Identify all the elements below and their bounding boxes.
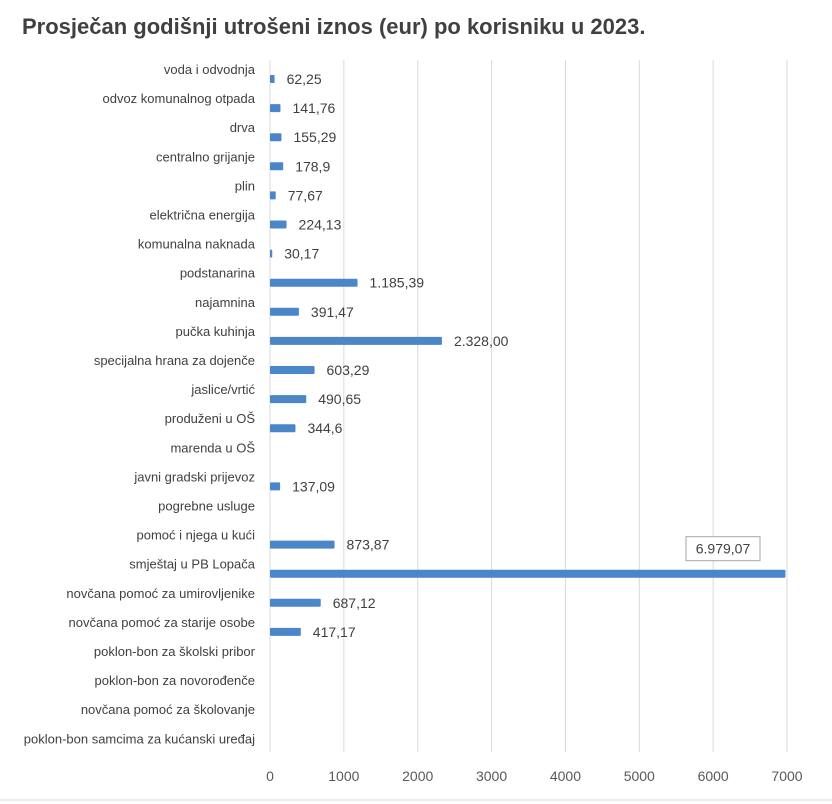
- bar: [270, 627, 301, 636]
- category-label: najamnina: [195, 295, 256, 310]
- category-label: pomoć i njega u kući: [136, 528, 255, 543]
- category-label: drva: [230, 120, 256, 135]
- bar: [270, 540, 335, 549]
- x-tick-label: 6000: [698, 768, 729, 784]
- bar: [270, 220, 287, 229]
- data-label: 155,29: [293, 129, 336, 145]
- bar: [270, 191, 276, 200]
- x-tick-label: 7000: [771, 768, 802, 784]
- data-label: 1.185,39: [370, 275, 425, 291]
- data-label: 873,87: [347, 537, 390, 553]
- category-label: jaslice/vrtić: [190, 382, 255, 397]
- category-label: javni gradski prijevoz: [133, 469, 255, 484]
- category-label: specijalna hrana za dojenče: [94, 353, 255, 368]
- bar: [270, 424, 296, 433]
- data-label: 141,76: [292, 100, 335, 116]
- category-label: novčana pomoć za umirovljenike: [66, 586, 255, 601]
- x-tick-label: 1000: [328, 768, 359, 784]
- bar: [270, 598, 321, 607]
- category-label: pučka kuhinja: [176, 324, 256, 339]
- data-label: 137,09: [292, 478, 335, 494]
- data-label: 6.979,07: [696, 541, 751, 557]
- category-label: novčana pomoć za starije osobe: [69, 615, 255, 630]
- data-label: 77,67: [288, 187, 323, 203]
- category-label: podstanarina: [180, 266, 256, 281]
- category-label: produženi u OŠ: [165, 411, 256, 426]
- bar: [270, 336, 442, 345]
- bar: [270, 482, 281, 491]
- category-label: voda i odvodnja: [164, 62, 256, 77]
- category-label: centralno grijanje: [156, 149, 255, 164]
- data-label: 417,17: [313, 624, 356, 640]
- bar: [270, 75, 275, 83]
- bar: [270, 366, 315, 374]
- bar: [270, 307, 299, 316]
- bar: [270, 278, 358, 287]
- category-label: plin: [235, 178, 255, 193]
- bar: [270, 162, 284, 171]
- data-label: 687,12: [333, 595, 376, 611]
- category-label: smještaj u PB Lopača: [129, 557, 256, 572]
- category-label: poklon-bon samcima za kućanski uređaj: [24, 731, 255, 746]
- bar: [270, 249, 273, 258]
- category-label: komunalna naknada: [138, 237, 256, 252]
- x-tick-label: 5000: [624, 768, 655, 784]
- data-label: 224,13: [299, 217, 342, 233]
- category-label: marenda u OŠ: [170, 440, 255, 455]
- bar: [270, 395, 307, 404]
- data-label: 2.328,00: [454, 333, 509, 349]
- category-label: novčana pomoć za školovanje: [81, 702, 255, 717]
- x-tick-label: 3000: [476, 768, 507, 784]
- bar: [270, 104, 281, 113]
- data-label: 490,65: [318, 391, 361, 407]
- category-label: pogrebne usluge: [158, 499, 255, 514]
- bar: [270, 569, 786, 578]
- category-label: poklon-bon za školski pribor: [94, 644, 256, 659]
- data-label: 603,29: [327, 362, 370, 378]
- x-tick-label: 0: [266, 768, 274, 784]
- data-label: 30,17: [284, 246, 319, 262]
- bar: [270, 133, 282, 142]
- data-label-box: [685, 536, 761, 562]
- category-label: odvoz komunalnog otpada: [102, 91, 255, 106]
- category-label: električna energija: [149, 208, 255, 223]
- data-label: 62,25: [287, 71, 322, 87]
- x-tick-label: 2000: [402, 768, 433, 784]
- category-label: poklon-bon za novorođenče: [95, 673, 255, 688]
- data-label: 178,9: [295, 158, 330, 174]
- data-label: 391,47: [311, 304, 354, 320]
- chart-title: Prosječan godišnji utrošeni iznos (eur) …: [22, 14, 646, 39]
- x-tick-label: 4000: [550, 768, 581, 784]
- data-label: 344,6: [307, 420, 342, 436]
